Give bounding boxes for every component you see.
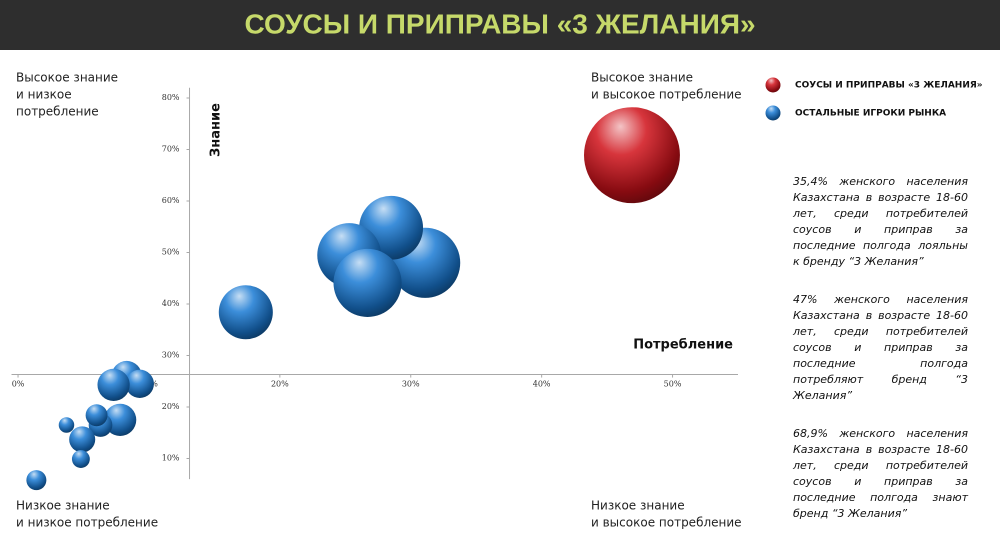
bubble	[85, 404, 108, 427]
y-tick-label: 80%	[162, 93, 180, 102]
y-tick-label: 40%	[162, 299, 180, 308]
bubble	[97, 368, 130, 401]
y-axis-label: Знание	[209, 103, 224, 157]
x-tick-label: 50%	[664, 380, 682, 389]
y-tick-label: 70%	[162, 145, 180, 154]
quadrant-label: потребление	[16, 105, 99, 119]
bubble	[69, 426, 96, 453]
bubble	[584, 107, 680, 204]
quadrant-label: Высокое знание	[16, 71, 118, 85]
y-tick-label: 30%	[162, 351, 180, 360]
x-tick-label: 40%	[533, 380, 551, 389]
y-tick-label: 10%	[162, 454, 180, 463]
bubble	[333, 248, 402, 317]
note: 35,4% женского населения Казахстана в во…	[793, 175, 968, 268]
bubble	[125, 369, 154, 398]
legend-label: ОСТАЛЬНЫЕ ИГРОКИ РЫНКА	[795, 109, 946, 119]
quadrant-label: Низкое знание	[16, 499, 110, 513]
x-tick-label: 30%	[402, 380, 420, 389]
bubble	[104, 403, 137, 436]
y-tick-label: 60%	[162, 196, 180, 205]
quadrant-label: и высокое потребление	[591, 88, 742, 102]
x-tick-label: 0%	[12, 380, 25, 389]
legend-marker	[765, 105, 781, 121]
quadrant-label: и низкое	[16, 88, 72, 102]
legend-label: СОУСЫ И ПРИПРАВЫ «3 ЖЕЛАНИЯ»	[795, 81, 983, 91]
x-tick-label: 20%	[271, 380, 289, 389]
bubble	[71, 450, 90, 468]
notes: 35,4% женского населения Казахстана в во…	[793, 174, 968, 543]
bubble	[218, 285, 273, 340]
y-tick-label: 50%	[162, 248, 180, 257]
chart-title: СОУСЫ И ПРИПРАВЫ «3 ЖЕЛАНИЯ»	[244, 8, 755, 39]
y-tick-label: 20%	[162, 402, 180, 411]
quadrant-label: Низкое знание	[591, 499, 685, 513]
quadrant-label: Высокое знание	[591, 71, 693, 85]
note: 47% женского населения Казахстана в возр…	[793, 293, 968, 402]
quadrant-label: и низкое потребление	[16, 516, 158, 530]
title-bar	[0, 0, 1000, 50]
bubble	[26, 470, 47, 491]
quadrant-label: и высокое потребление	[591, 516, 742, 530]
note: 68,9% женского населения Казахстана в во…	[793, 427, 968, 520]
x-axis-label: Потребление	[633, 338, 733, 353]
bubble	[58, 417, 75, 433]
legend-marker	[765, 77, 781, 93]
